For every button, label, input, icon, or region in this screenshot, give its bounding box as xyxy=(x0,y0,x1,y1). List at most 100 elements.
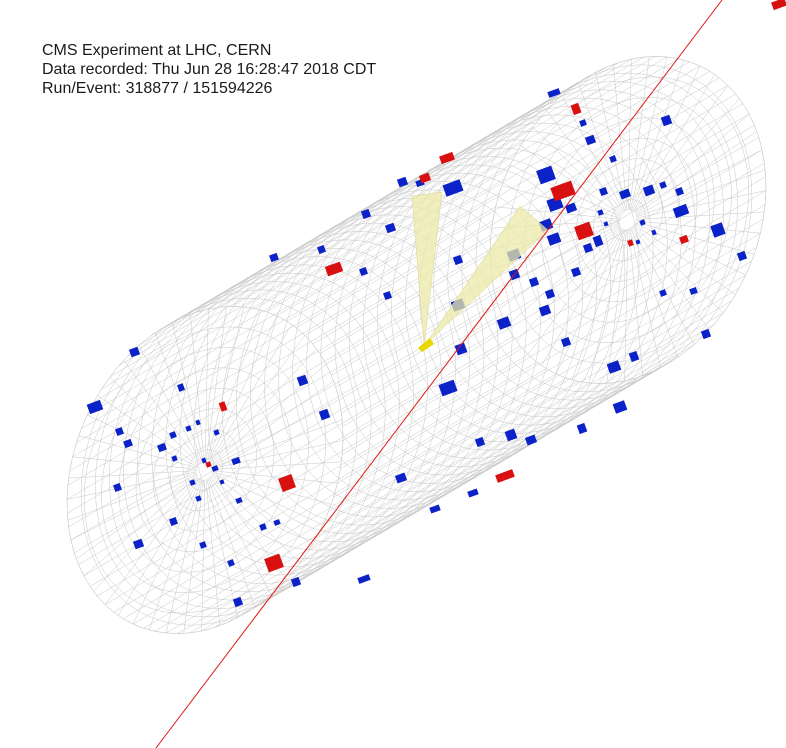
endcap-spoke xyxy=(631,227,695,345)
endcap-spoke xyxy=(629,56,650,211)
endcap-spoke xyxy=(520,145,622,216)
hcal-deposit xyxy=(189,479,196,486)
endcap-spoke xyxy=(132,479,201,625)
hcal-deposit xyxy=(195,419,201,426)
endcap-spoke xyxy=(212,470,338,484)
hcal-deposit xyxy=(538,304,552,317)
endcap-spoke xyxy=(172,322,204,462)
endcap-spoke xyxy=(97,395,199,466)
endcap-ring xyxy=(541,117,715,323)
hcal-deposit xyxy=(524,434,538,446)
hcal-deposit xyxy=(269,252,279,263)
hcal-deposit xyxy=(651,229,657,236)
ecal-deposit xyxy=(264,553,284,573)
jet-cone xyxy=(411,191,443,347)
barrel-ring xyxy=(475,64,753,393)
hcal-deposit xyxy=(454,342,468,356)
ecal-deposit xyxy=(278,474,296,492)
endcap-spoke xyxy=(210,475,301,564)
endcap-spoke xyxy=(211,473,323,526)
endcap-spoke xyxy=(209,315,278,461)
hcal-deposit xyxy=(603,221,609,227)
endcap-ring xyxy=(170,428,240,512)
hcal-deposit xyxy=(86,399,104,415)
hcal-deposit xyxy=(132,538,145,550)
endcap-spoke xyxy=(635,149,763,217)
hcal-deposit xyxy=(232,596,244,608)
endcap-spoke xyxy=(148,479,202,631)
run-event-label: Run/Event: 318877 / 151594226 xyxy=(42,80,273,97)
hcal-deposit xyxy=(231,456,241,466)
endcap-spoke xyxy=(636,211,765,220)
endcap-spoke xyxy=(104,477,200,605)
hcal-deposit xyxy=(113,483,122,492)
endcap-spoke xyxy=(588,229,626,384)
endcap-spoke xyxy=(636,169,766,218)
barrel-ring xyxy=(334,147,612,476)
endcap-spoke xyxy=(109,376,200,465)
hcal-deposit xyxy=(273,519,281,526)
barrel-ring xyxy=(151,256,428,584)
hcal-deposit xyxy=(560,336,572,348)
hcal-deposit xyxy=(599,187,608,196)
endcap-spoke xyxy=(495,206,621,220)
endcap-spoke xyxy=(68,470,197,479)
endcap-spoke xyxy=(204,309,209,461)
ecal-deposit xyxy=(574,221,594,241)
endcap-spoke xyxy=(66,471,197,500)
hcal-deposit xyxy=(582,242,594,254)
endcap-spoke xyxy=(201,479,206,631)
barrel-ring xyxy=(292,172,569,501)
hcal-deposit xyxy=(115,427,124,436)
hcal-deposit xyxy=(227,559,235,567)
endcap-spoke xyxy=(210,335,306,463)
endcap-spoke xyxy=(118,478,201,616)
hcal-deposit xyxy=(474,436,486,448)
hcal-deposit xyxy=(570,266,582,278)
endcap-spoke xyxy=(571,229,625,381)
endcap-spoke xyxy=(208,309,262,461)
hcal-deposit xyxy=(659,289,667,297)
ecal-deposit xyxy=(570,102,582,116)
hcal-deposit xyxy=(171,455,178,462)
endcap-spoke xyxy=(635,113,750,214)
endcap-ring xyxy=(610,199,646,241)
endcap-spoke xyxy=(631,59,685,211)
endcap-spoke xyxy=(212,381,334,465)
endcap-spoke xyxy=(205,479,220,626)
hcal-deposit xyxy=(442,179,464,197)
ecal-deposit xyxy=(627,239,634,247)
hcal-deposit xyxy=(689,286,698,296)
hcal-deposit xyxy=(467,488,479,498)
hcal-deposit xyxy=(290,576,302,588)
barrel-ring xyxy=(447,81,724,409)
endcap-spoke xyxy=(138,345,202,463)
hcal-deposit xyxy=(357,574,371,584)
hcal-deposit xyxy=(213,429,220,436)
endcap-spoke xyxy=(635,131,757,215)
endcap-spoke xyxy=(211,348,317,463)
hcal-deposit xyxy=(710,222,726,238)
barrel-ring xyxy=(306,164,583,493)
barrel-ring xyxy=(94,289,372,618)
hcal-deposit xyxy=(157,442,167,453)
hcal-deposit xyxy=(597,209,604,216)
endcap-spoke xyxy=(633,225,724,314)
endcap-spoke xyxy=(627,59,632,211)
hcal-deposit xyxy=(579,119,587,127)
ecal-deposit xyxy=(679,234,689,245)
primary-vertex xyxy=(418,338,434,352)
hcal-deposit xyxy=(618,188,632,200)
endcap-spoke xyxy=(155,332,203,462)
jet-cone xyxy=(423,205,549,347)
barrel-ring xyxy=(376,122,654,451)
hcal-deposit xyxy=(296,374,309,387)
endcap-spoke xyxy=(578,82,626,212)
ecal-deposit xyxy=(324,261,344,277)
hcal-deposit xyxy=(211,465,219,472)
hcal-deposit xyxy=(169,517,178,526)
hcal-deposit xyxy=(318,408,331,421)
hcal-deposit xyxy=(659,181,667,189)
endcap-spoke xyxy=(78,435,198,469)
